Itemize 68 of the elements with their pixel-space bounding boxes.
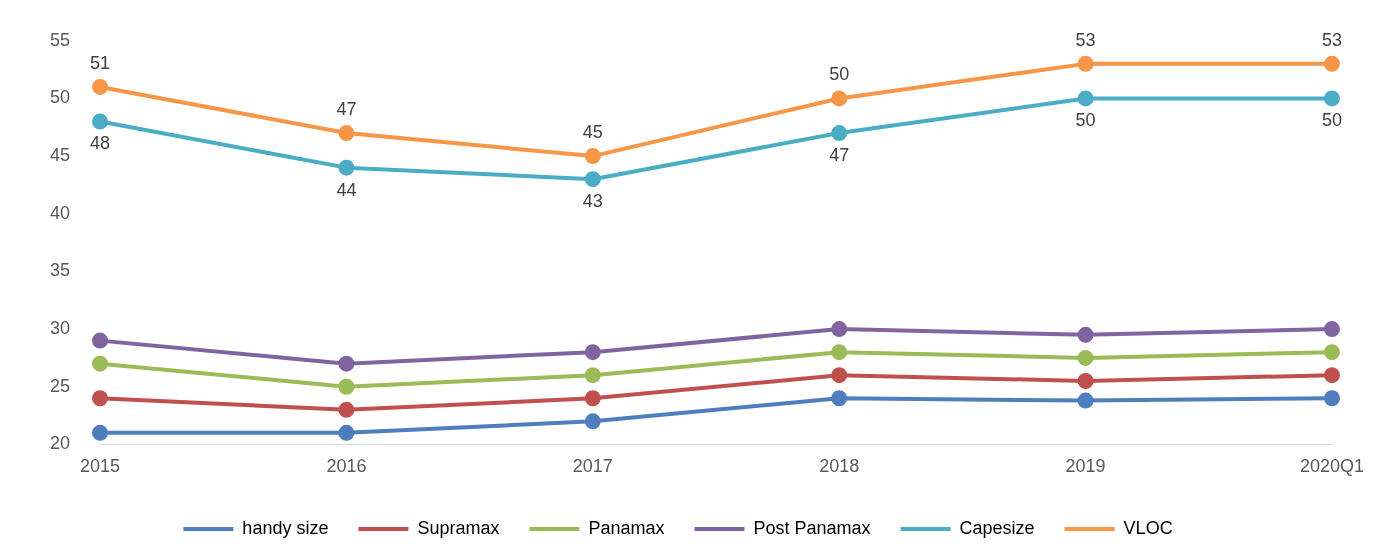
- point: [584, 413, 601, 430]
- point: [1077, 326, 1094, 343]
- point: [831, 367, 848, 384]
- point: [92, 355, 109, 372]
- x-tick-label: 2018: [819, 456, 860, 477]
- point: [338, 424, 355, 441]
- point: [1323, 390, 1340, 407]
- x-tick-label: 2019: [1065, 456, 1106, 477]
- y-tick-label: 45: [49, 145, 71, 166]
- point: [1323, 367, 1340, 384]
- data-label: 50: [1075, 110, 1096, 131]
- point: [831, 344, 848, 361]
- legend-label: handy size: [242, 517, 329, 538]
- point: [584, 367, 601, 384]
- point: [338, 125, 355, 142]
- point: [1077, 55, 1094, 72]
- x-tick-label: 2015: [80, 456, 121, 477]
- point: [584, 171, 601, 188]
- data-label: 53: [1321, 29, 1342, 50]
- x-tick-label: 2017: [572, 456, 613, 477]
- data-label: 50: [829, 64, 850, 85]
- point: [92, 113, 109, 130]
- point: [1077, 372, 1094, 389]
- point: [338, 159, 355, 176]
- data-label: 48: [90, 133, 111, 154]
- point: [92, 78, 109, 95]
- point: [584, 148, 601, 165]
- point: [338, 401, 355, 418]
- point: [92, 332, 109, 349]
- data-label: 47: [336, 99, 357, 120]
- legend-label: Post Panamax: [753, 517, 871, 538]
- y-tick-label: 50: [49, 87, 71, 108]
- point: [584, 344, 601, 361]
- point: [1077, 349, 1094, 366]
- y-tick-label: 30: [49, 318, 71, 339]
- point: [1323, 55, 1340, 72]
- point: [1323, 90, 1340, 107]
- legend-label: Supramax: [417, 517, 500, 538]
- point: [831, 390, 848, 407]
- data-label: 45: [582, 122, 603, 143]
- point: [831, 125, 848, 142]
- point: [338, 378, 355, 395]
- x-tick-label: 2020Q1: [1299, 456, 1364, 477]
- point: [338, 355, 355, 372]
- data-label: 53: [1075, 29, 1096, 50]
- data-label: 43: [582, 191, 603, 212]
- legend-label: Capesize: [959, 517, 1035, 538]
- point: [831, 90, 848, 107]
- y-tick-label: 40: [49, 202, 71, 223]
- point: [1323, 344, 1340, 361]
- point: [584, 390, 601, 407]
- point: [1077, 392, 1094, 409]
- point: [92, 424, 109, 441]
- point: [92, 390, 109, 407]
- legend-label: VLOC: [1123, 517, 1173, 538]
- data-label: 47: [829, 145, 850, 166]
- y-tick-label: 55: [49, 29, 71, 50]
- point: [1077, 90, 1094, 107]
- y-tick-label: 35: [49, 260, 71, 281]
- data-label: 50: [1321, 110, 1342, 131]
- y-tick-label: 20: [49, 433, 71, 454]
- point: [1323, 321, 1340, 338]
- data-label: 44: [336, 179, 357, 200]
- legend-label: Panamax: [588, 517, 665, 538]
- x-tick-label: 2016: [326, 456, 367, 477]
- point: [831, 321, 848, 338]
- data-label: 51: [90, 52, 111, 73]
- y-tick-label: 25: [49, 375, 71, 396]
